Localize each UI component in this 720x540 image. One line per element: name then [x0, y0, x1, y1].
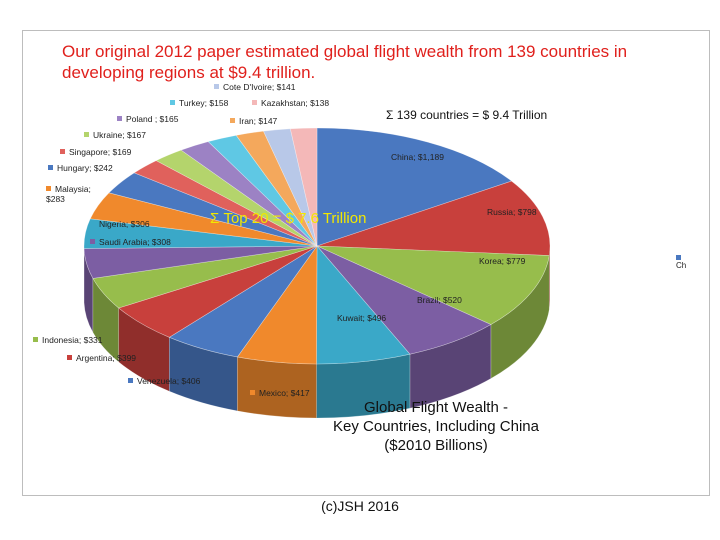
slice-label-text: Argentina; $399: [76, 353, 137, 363]
headline: Our original 2012 paper estimated global…: [62, 42, 628, 82]
slice-label-turkey: Turkey; $158: [170, 98, 232, 108]
slice-label-china: China; $1,189: [382, 152, 444, 162]
legend-swatch: [328, 315, 333, 320]
slice-poland: [180, 141, 318, 247]
legend-swatch: [230, 118, 235, 123]
slice-label-cote-d-ivoire: Cote D'Ivoire; $141: [214, 82, 296, 92]
caption-line-3: ($2010 Billions): [384, 437, 488, 454]
slice-label-text: Indonesia; $331: [42, 335, 103, 345]
total-annotation: Σ 139 countries = $ 9.4 Trillion: [386, 108, 548, 122]
slice-label-korea: Korea; $779: [470, 256, 525, 266]
legend-swatch: [250, 390, 255, 395]
slice-label-mexico: Mexico; $417: [250, 388, 310, 398]
slice-hungary: [108, 172, 318, 247]
slice-russia: [316, 180, 551, 256]
slice-label-venezuela: Venezuela; $406: [128, 376, 200, 386]
slice-label-iran: Iran; $147: [230, 116, 277, 126]
slide-frame: [22, 30, 710, 496]
slice-kuwait: [316, 245, 411, 365]
slice-label-nigeria: Nigeria; $306: [90, 219, 150, 229]
slice-kazakhstan: [289, 127, 318, 247]
slice-argentina: [118, 245, 318, 338]
legend-swatch: [382, 154, 387, 159]
legend-swatch: [90, 239, 95, 244]
slice-label-text: Turkey; $158: [179, 98, 229, 108]
slice-label-text: Cote D'Ivoire; $141: [223, 82, 296, 92]
slice-label-text: Poland ; $165: [126, 114, 179, 124]
slice-label-text: Hungary; $242: [57, 163, 113, 173]
slice-korea: [316, 245, 550, 325]
legend-swatch: [252, 100, 257, 105]
slice-cote-d-ivoire: [263, 128, 318, 247]
legend-swatch: [117, 116, 122, 121]
slice-label-text: Korea; $779: [479, 256, 526, 266]
slice-label-argentina: Argentina; $399: [67, 353, 136, 363]
slice-label-indonesia: Indonesia; $331: [33, 335, 103, 345]
legend-swatch: [408, 297, 413, 302]
slice-label-kuwait: Kuwait; $496: [328, 313, 386, 323]
slice-label-text: Brazil; $520: [417, 295, 462, 305]
slice-label-text: Saudi Arabia; $308: [99, 237, 171, 247]
slice-singapore: [133, 160, 318, 247]
chart-caption: Global Flight Wealth - Key Countries, In…: [300, 398, 572, 455]
slice-label-text: Kuwait; $496: [337, 313, 387, 323]
slice-label-text: Malaysia; $283: [46, 184, 91, 204]
legend-swatch: [67, 355, 72, 360]
slice-mexico: [236, 245, 318, 365]
legend-swatch: [33, 337, 38, 342]
slice-label-text: Venezuela; $406: [137, 376, 201, 386]
caption-line-1: Global Flight Wealth -: [364, 399, 508, 416]
legend-swatch: [676, 255, 681, 260]
legend-swatch: [470, 258, 475, 263]
legend-swatch: [478, 209, 483, 214]
slice-ukraine: [155, 149, 318, 247]
legend-swatch: [48, 165, 53, 170]
caption-line-2: Key Countries, Including China: [333, 418, 539, 435]
slice-label-text: Nigeria; $306: [99, 219, 150, 229]
top20-annotation: Σ Top 20 = $ 7.6 Trillion: [210, 210, 367, 227]
slice-venezuela: [168, 245, 318, 358]
slice-label-text: Ukraine; $167: [93, 130, 146, 140]
slice-label-text: Mexico; $417: [259, 388, 310, 398]
slice-label-text: Iran; $147: [239, 116, 278, 126]
slice-china: [316, 127, 513, 247]
slice-indonesia: [92, 245, 318, 309]
legend-swatch: [46, 186, 51, 191]
slice-label-kazakhstan: Kazakhstan; $138: [252, 98, 329, 108]
slice-label-text: Russia; $798: [487, 207, 537, 217]
slice-iran: [235, 130, 318, 247]
slice-label-singapore: Singapore; $169: [60, 147, 131, 157]
slice-brazil: [316, 245, 492, 355]
legend-swatch: [60, 149, 65, 154]
clipped-legend-entry: Ch in: [676, 254, 690, 270]
legend-swatch: [90, 221, 95, 226]
clipped-legend-text: Ch in: [676, 261, 687, 271]
legend-swatch: [128, 378, 133, 383]
slice-turkey: [207, 134, 318, 247]
legend-swatch: [170, 100, 175, 105]
slice-nigeria: [83, 218, 318, 249]
slice-label-text: Kazakhstan; $138: [261, 98, 330, 108]
slice-label-text: China; $1,189: [391, 152, 444, 162]
copyright-notice: (c)JSH 2016: [321, 498, 399, 514]
slice-saudi-arabia: [83, 245, 318, 279]
slice-label-russia: Russia; $798: [478, 207, 537, 217]
legend-swatch: [214, 84, 219, 89]
slice-malaysia: [89, 192, 318, 247]
slice-label-malaysia: Malaysia; $283: [46, 184, 108, 204]
slice-label-hungary: Hungary; $242: [48, 163, 113, 173]
slice-label-saudi-arabia: Saudi Arabia; $308: [90, 237, 171, 247]
legend-swatch: [84, 132, 89, 137]
slice-label-brazil: Brazil; $520: [408, 295, 462, 305]
slice-label-poland: Poland ; $165: [117, 114, 178, 124]
slice-label-ukraine: Ukraine; $167: [84, 130, 146, 140]
slice-label-text: Singapore; $169: [69, 147, 132, 157]
